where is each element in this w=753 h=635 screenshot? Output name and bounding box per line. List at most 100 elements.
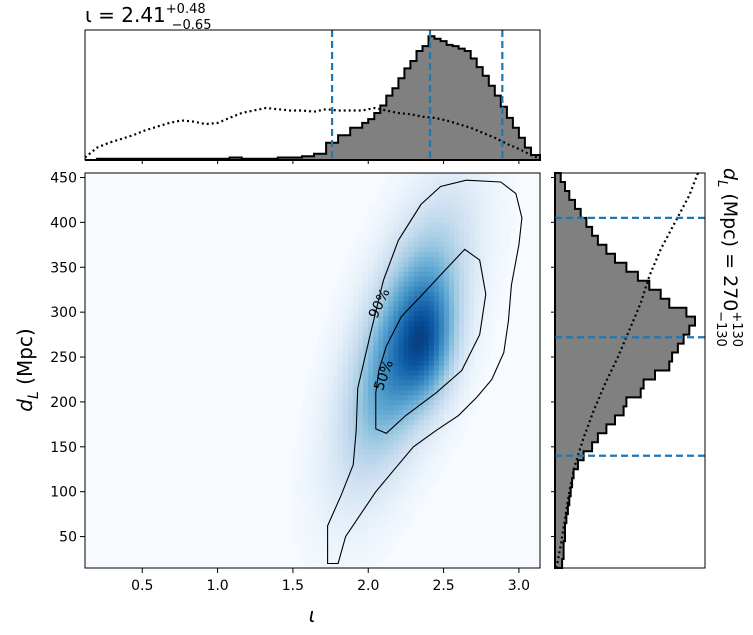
heatmap-cell xyxy=(504,192,511,199)
heatmap-cell xyxy=(469,291,475,298)
heatmap-cell xyxy=(393,232,400,238)
heatmap-cell xyxy=(428,380,435,386)
heatmap-cell xyxy=(469,370,475,377)
heatmap-cell xyxy=(393,296,400,302)
heatmap-cell xyxy=(474,301,480,307)
heatmap-cell xyxy=(423,316,430,322)
heatmap-cell xyxy=(307,449,314,456)
heatmap-cell xyxy=(438,429,445,436)
heatmap-cell xyxy=(438,301,445,307)
heatmap-cell xyxy=(363,538,369,544)
heatmap-cell xyxy=(408,405,415,411)
heatmap-cell xyxy=(403,301,410,307)
heatmap-cell xyxy=(368,306,374,312)
heatmap-cell xyxy=(408,316,415,322)
heatmap-cell xyxy=(433,261,440,268)
heatmap-cell xyxy=(378,306,384,312)
heatmap-cell xyxy=(358,227,364,233)
heatmap-cell xyxy=(393,474,400,480)
heatmap-cell xyxy=(373,271,379,278)
heatmap-cell xyxy=(393,321,400,327)
y-tick-label: 50 xyxy=(59,530,77,546)
heatmap-cell xyxy=(474,365,480,372)
heatmap-cell xyxy=(383,395,389,401)
heatmap-cell xyxy=(302,533,309,539)
heatmap-cell xyxy=(378,395,384,401)
heatmap-cell xyxy=(398,177,405,184)
heatmap-cell xyxy=(373,518,379,525)
heatmap-cell xyxy=(489,331,496,337)
heatmap-cell xyxy=(393,266,400,273)
heatmap-cell xyxy=(337,538,344,544)
heatmap-cell xyxy=(312,405,319,411)
heatmap-cell xyxy=(469,360,475,367)
heatmap-cell xyxy=(342,493,349,500)
heatmap-cell xyxy=(423,276,430,283)
heatmap-cell xyxy=(368,375,374,381)
heatmap-cell xyxy=(428,271,435,278)
heatmap-cell xyxy=(449,237,455,243)
heatmap-cell xyxy=(474,380,480,386)
heatmap-cell xyxy=(317,498,324,505)
heatmap-cell xyxy=(347,335,354,342)
heatmap-cell xyxy=(378,444,384,451)
heatmap-cell xyxy=(297,459,303,465)
heatmap-cell xyxy=(302,434,309,441)
heatmap-cell xyxy=(358,434,364,441)
heatmap-cell xyxy=(337,335,344,342)
heatmap-cell xyxy=(393,202,400,209)
heatmap-cell xyxy=(332,439,339,446)
heatmap-cell xyxy=(337,508,344,515)
heatmap-cell xyxy=(332,355,339,362)
heatmap-cell xyxy=(322,355,329,362)
heatmap-cell xyxy=(459,414,465,421)
heatmap-cell xyxy=(398,469,405,475)
heatmap-cell xyxy=(363,217,369,223)
heatmap-cell xyxy=(398,419,405,426)
heatmap-cell xyxy=(347,247,354,253)
heatmap-cell xyxy=(322,400,329,406)
heatmap-cell xyxy=(322,360,329,367)
heatmap-cell xyxy=(337,548,344,554)
heatmap-cell xyxy=(393,469,400,475)
heatmap-cell xyxy=(469,237,475,243)
heatmap-cell xyxy=(469,281,475,288)
heatmap-cell xyxy=(378,419,384,426)
heatmap-cell xyxy=(398,331,405,337)
heatmap-cell xyxy=(418,360,425,367)
heatmap-cell xyxy=(388,345,394,352)
heatmap-cell xyxy=(373,493,379,500)
heatmap-cell xyxy=(388,390,394,396)
heatmap-cell xyxy=(443,414,450,421)
heatmap-cell xyxy=(449,345,455,352)
heatmap-cell xyxy=(408,365,415,372)
heatmap-cell xyxy=(327,390,334,396)
heatmap-cell xyxy=(358,439,364,446)
heatmap-cell xyxy=(433,331,440,337)
heatmap-cell xyxy=(459,192,465,199)
heatmap-cell xyxy=(398,474,405,480)
heatmap-cell xyxy=(393,331,400,337)
heatmap-cell xyxy=(443,439,450,446)
heatmap-cell xyxy=(459,237,465,243)
heatmap-cell xyxy=(363,400,369,406)
heatmap-cell xyxy=(312,533,319,539)
heatmap-cell xyxy=(433,271,440,278)
heatmap-cell xyxy=(358,474,364,480)
heatmap-cell xyxy=(443,301,450,307)
heatmap-cell xyxy=(363,439,369,446)
heatmap-cell xyxy=(322,543,329,549)
heatmap-cell xyxy=(443,217,450,223)
heatmap-cell xyxy=(302,543,309,549)
heatmap-cell xyxy=(332,543,339,549)
heatmap-cell xyxy=(484,173,491,179)
heatmap-cell xyxy=(428,291,435,298)
heatmap-cell xyxy=(443,424,450,431)
heatmap-cell xyxy=(373,212,379,219)
heatmap-cell xyxy=(342,528,349,535)
heatmap-cell xyxy=(428,474,435,480)
heatmap-cell xyxy=(352,464,359,470)
heatmap-cell xyxy=(403,474,410,480)
heatmap-cell xyxy=(368,276,374,283)
heatmap-cell xyxy=(413,227,420,233)
